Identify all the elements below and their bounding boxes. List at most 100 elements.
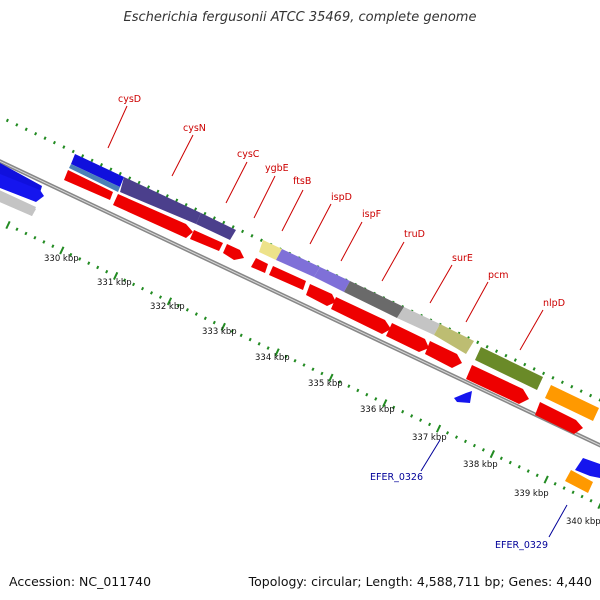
scale-tick bbox=[149, 291, 154, 295]
scale-tick bbox=[220, 322, 226, 331]
forward-cds-arrow bbox=[223, 244, 244, 260]
gc-tick bbox=[24, 127, 28, 132]
cds-track bbox=[0, 170, 583, 434]
gene-label: pcm bbox=[488, 270, 509, 281]
leader-ispD bbox=[309, 203, 332, 245]
gc-tick bbox=[43, 136, 47, 140]
scale-tick bbox=[517, 465, 521, 469]
cog-segment bbox=[545, 385, 599, 421]
gene-label: ispD bbox=[331, 192, 352, 203]
scale-tick bbox=[239, 333, 243, 338]
gc-tick bbox=[250, 234, 254, 238]
scale-tick bbox=[320, 371, 324, 376]
scale-tick bbox=[410, 414, 414, 418]
scale-label: 336 kbp bbox=[360, 405, 395, 415]
scale-tick bbox=[293, 358, 297, 363]
forward-cds-arrow bbox=[190, 230, 223, 251]
scale-tick bbox=[489, 450, 495, 459]
leader-cysN bbox=[171, 134, 194, 177]
scale-tick bbox=[166, 297, 173, 306]
gc-tick bbox=[175, 198, 179, 203]
cog-segment bbox=[434, 324, 474, 354]
forward-cds-arrow bbox=[535, 402, 583, 434]
scale-tick bbox=[123, 278, 127, 282]
gc-tick bbox=[137, 180, 141, 185]
gene-label: truD bbox=[404, 229, 425, 240]
scale-tick bbox=[543, 475, 549, 484]
scale-tick bbox=[96, 265, 100, 270]
gc-tick bbox=[241, 229, 245, 234]
scale-tick bbox=[24, 231, 28, 236]
scale-tick bbox=[580, 494, 584, 499]
scale-tick bbox=[78, 257, 82, 261]
gene-label: cysC bbox=[237, 149, 260, 160]
cog-segment bbox=[259, 240, 282, 260]
leader-cysD bbox=[107, 105, 128, 149]
gc-tick bbox=[128, 176, 132, 180]
scale-tick bbox=[571, 490, 575, 495]
scale-tick bbox=[589, 498, 593, 503]
gene-label-leaders-blue bbox=[420, 439, 568, 538]
scale-tick bbox=[176, 303, 180, 308]
leader-pcm bbox=[465, 281, 489, 323]
scale-tick bbox=[392, 405, 396, 410]
gc-tick bbox=[523, 362, 527, 367]
scale-tick bbox=[5, 220, 11, 230]
gc-tick bbox=[589, 393, 593, 398]
cog-segment bbox=[344, 281, 404, 318]
gc-tick bbox=[212, 216, 216, 220]
scale-tick bbox=[141, 286, 145, 291]
gc-tick bbox=[476, 340, 480, 345]
scale-tick bbox=[132, 282, 136, 287]
scale-tick bbox=[203, 316, 207, 321]
gc-tick bbox=[504, 353, 508, 358]
scale-tick bbox=[42, 240, 46, 244]
cog-segment bbox=[575, 458, 600, 478]
forward-cds-arrow bbox=[331, 297, 391, 334]
forward-cds-arrow bbox=[64, 170, 113, 200]
scale-tick bbox=[374, 397, 378, 401]
gc-tick bbox=[81, 154, 85, 158]
leader-nlpD bbox=[519, 309, 544, 351]
gc-tick bbox=[99, 163, 104, 167]
gc-tick bbox=[579, 389, 583, 393]
leader-EFER_0329 bbox=[548, 504, 568, 538]
gc-tick bbox=[485, 344, 489, 349]
leader-ispF bbox=[340, 221, 363, 262]
gc-tick bbox=[52, 140, 56, 145]
cog-segment bbox=[565, 470, 593, 493]
gc-tick bbox=[5, 118, 9, 123]
scale-tick bbox=[347, 384, 351, 388]
gc-tick bbox=[62, 145, 66, 149]
cog-band bbox=[0, 154, 600, 493]
gc-tick bbox=[222, 220, 226, 225]
gc-tick bbox=[184, 202, 188, 207]
leader-ftsB bbox=[281, 189, 304, 232]
gc-tick bbox=[259, 238, 263, 243]
scale-tick bbox=[419, 418, 423, 422]
scale-tick bbox=[257, 342, 261, 346]
scale-tick bbox=[69, 252, 73, 257]
scale-tick bbox=[597, 502, 600, 510]
scale-tick bbox=[284, 354, 288, 359]
forward-cds-arrow bbox=[425, 341, 462, 368]
scale-tick bbox=[428, 422, 432, 427]
accession-text: Accession: NC_011740 bbox=[9, 574, 152, 589]
forward-cds-arrow bbox=[466, 365, 529, 404]
scale-tick bbox=[382, 399, 388, 408]
cog-segment bbox=[71, 154, 124, 187]
gc-tick bbox=[203, 211, 207, 216]
gc-tick bbox=[109, 167, 113, 172]
scale-tick bbox=[248, 337, 252, 342]
scale-tick bbox=[266, 346, 270, 350]
gc-tick bbox=[165, 194, 169, 198]
gc-tick bbox=[570, 384, 574, 389]
scale-tick bbox=[230, 329, 234, 333]
map-title: Escherichia fergusonii ATCC 35469, compl… bbox=[123, 10, 477, 25]
scale-label: 339 kbp bbox=[514, 489, 549, 499]
cog-segment bbox=[397, 307, 440, 335]
scale-tick bbox=[105, 269, 109, 274]
gene-label: surE bbox=[452, 253, 473, 264]
cog-segment bbox=[120, 177, 201, 224]
